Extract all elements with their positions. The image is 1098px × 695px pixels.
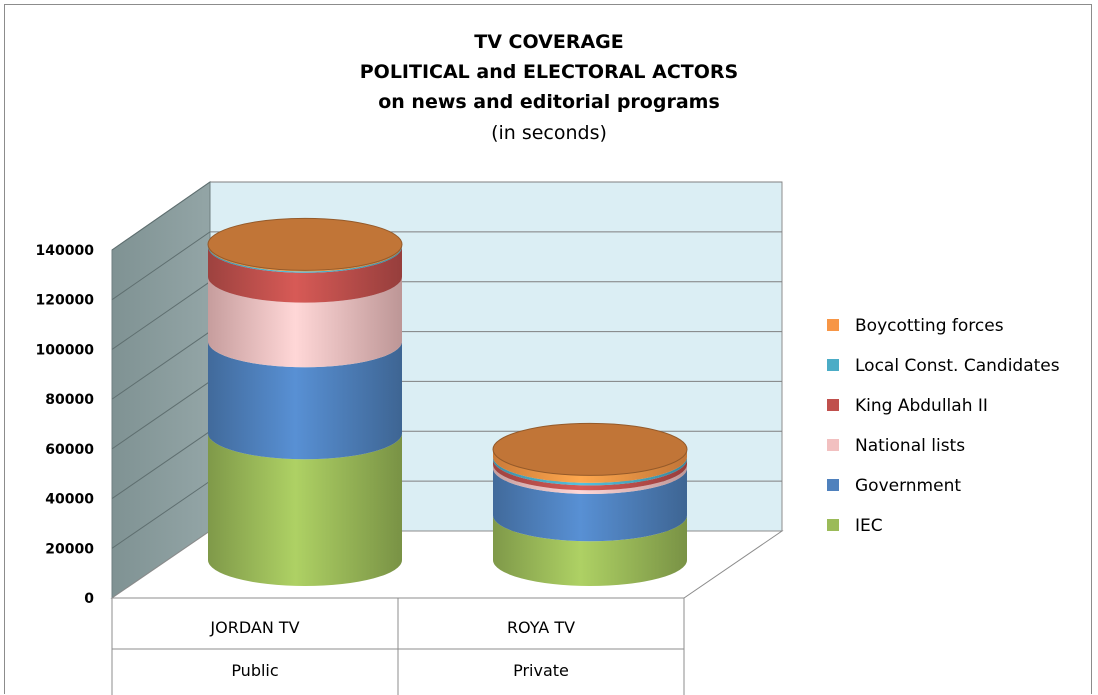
y-tick-label: 80000 xyxy=(45,392,94,408)
legend-label-local-const-candidates: Local Const. Candidates xyxy=(855,356,1060,376)
cylinder-segment-jordan-tv-national-lists xyxy=(208,276,402,368)
side-gridline xyxy=(111,181,211,251)
y-tick-label: 60000 xyxy=(45,442,94,458)
plot-side-wall xyxy=(111,181,211,599)
side-gridline xyxy=(111,331,211,400)
chart-subtitle: (in seconds) xyxy=(491,122,607,144)
legend-swatch-local-const-candidates xyxy=(827,359,839,371)
cylinder-segment-roya-tv-boycotting-forces xyxy=(493,449,687,483)
legend-swatch-national-lists xyxy=(827,439,839,451)
side-gridline xyxy=(111,231,211,301)
cylinder-top-roya-tv xyxy=(492,422,688,476)
side-wall-gridlines xyxy=(111,181,211,549)
category-label-roya-tv: ROYA TV xyxy=(507,618,575,637)
category-group-private: Private xyxy=(513,661,569,680)
legend-label-government: Government xyxy=(855,476,961,496)
legend-label-national-lists: National lists xyxy=(855,436,965,456)
side-gridline xyxy=(111,381,211,450)
y-axis-tick-labels: 0 20000 40000 60000 80000 100000 120000 140000 xyxy=(36,243,95,607)
cylinder-segment-jordan-tv-iec xyxy=(208,433,402,586)
side-gridline xyxy=(111,430,211,499)
chart-legend: Boycotting forces Local Const. Candidates… xyxy=(827,316,1060,536)
category-label-jordan-tv: JORDAN TV xyxy=(209,618,299,637)
legend-swatch-boycotting-forces xyxy=(827,319,839,331)
category-table: JORDAN TV ROYA TV Public Private xyxy=(111,598,685,695)
side-gridline xyxy=(111,480,211,549)
legend-label-iec: IEC xyxy=(855,516,883,536)
legend-swatch-king-abdullah-ii xyxy=(827,399,839,411)
cylinder-segment-jordan-tv-king-abdullah-ii xyxy=(208,246,402,303)
y-tick-label: 100000 xyxy=(36,342,95,358)
chart-title-line-1: TV COVERAGE xyxy=(474,31,623,53)
legend-label-boycotting-forces: Boycotting forces xyxy=(855,316,1004,336)
y-tick-label: 120000 xyxy=(36,293,95,309)
y-tick-label: 140000 xyxy=(36,243,95,259)
cylinder-segment-roya-tv-iec xyxy=(493,515,687,586)
chart-frame xyxy=(4,4,1092,694)
legend-swatch-iec xyxy=(827,519,839,531)
cylinder-segment-jordan-tv-government xyxy=(208,341,402,460)
y-tick-label: 40000 xyxy=(45,492,94,508)
legend-label-king-abdullah-ii: King Abdullah II xyxy=(855,396,988,416)
chart-title-line-2: POLITICAL and ELECTORAL ACTORS xyxy=(360,61,738,83)
cylinder-segment-roya-tv-government xyxy=(493,468,687,542)
side-gridline xyxy=(111,281,211,350)
chart-title-line-3: on news and editorial programs xyxy=(378,91,720,113)
legend-swatch-government xyxy=(827,479,839,491)
chart-cylinders xyxy=(207,217,688,586)
cylinder-top-jordan-tv xyxy=(207,217,403,271)
cylinder-segment-roya-tv-king-abdullah-ii xyxy=(493,459,687,491)
category-group-public: Public xyxy=(231,661,278,680)
y-tick-label: 20000 xyxy=(45,541,94,557)
y-tick-label: 0 xyxy=(84,591,94,607)
